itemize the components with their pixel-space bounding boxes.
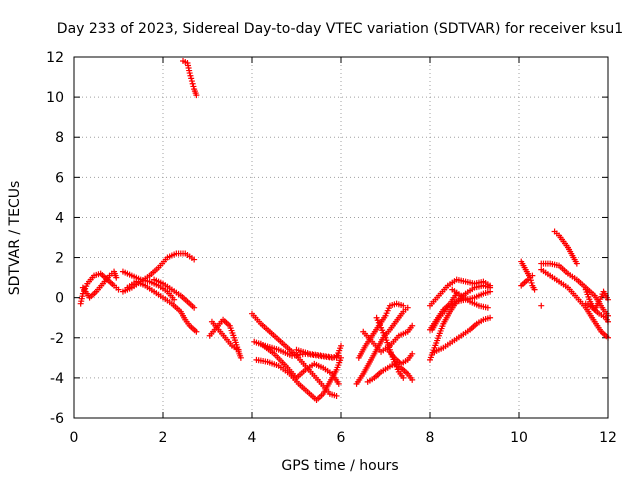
series-arc-9 — [208, 318, 242, 353]
data-point-marker — [333, 392, 340, 399]
x-tick-label: 0 — [70, 430, 79, 446]
series-arc-26 — [427, 290, 460, 333]
y-tick-label: 2 — [55, 251, 64, 267]
data-point-marker — [409, 376, 416, 383]
data-point-marker — [335, 380, 342, 387]
series-arc-31 — [538, 266, 611, 341]
series-arc-20 — [384, 346, 416, 367]
y-tick-label: 6 — [55, 170, 64, 186]
data-point-marker — [187, 72, 194, 79]
series-arc-7 — [180, 58, 200, 99]
data-point-marker — [191, 304, 198, 311]
data-point-marker — [484, 304, 491, 311]
series-arc-30 — [538, 260, 611, 319]
y-tick-label: -4 — [50, 371, 64, 387]
series-arc-34 — [582, 300, 611, 325]
series-arc-28 — [518, 272, 536, 289]
y-tick-label: -2 — [50, 331, 64, 347]
data-point-marker — [193, 92, 200, 99]
y-tick-label: 10 — [46, 90, 64, 106]
data-point-marker — [191, 256, 198, 263]
y-tick-labels: -6 -4 -2 0 2 4 6 8 10 12 — [46, 50, 64, 427]
data-point-marker — [453, 290, 460, 297]
data-point-marker — [237, 354, 244, 361]
data-point-marker — [487, 314, 494, 321]
series-arc-22 — [427, 276, 494, 309]
data-point-marker — [188, 75, 195, 82]
series-arc-5 — [124, 278, 200, 335]
y-axis-label: SDTVAR / TECUs — [7, 181, 23, 296]
data-point-marker — [338, 342, 344, 349]
data-point-marker — [186, 70, 193, 77]
chart-title: Day 233 of 2023, Sidereal Day-to-day VTE… — [57, 21, 623, 37]
series-arc-29 — [538, 302, 545, 309]
data-point-marker — [400, 374, 407, 381]
series-arc-14 — [293, 342, 344, 361]
data-point-marker — [531, 286, 538, 293]
y-tick-label: 0 — [55, 291, 64, 307]
data-point-marker — [384, 346, 391, 353]
data-point-marker — [527, 277, 534, 284]
data-point-marker — [235, 346, 242, 353]
x-tick-label: 8 — [426, 430, 435, 446]
x-tick-label: 4 — [248, 430, 257, 446]
x-tick-label: 2 — [159, 430, 168, 446]
data-point-marker — [171, 296, 178, 303]
series-arc-19 — [360, 322, 416, 355]
data-point-marker — [188, 78, 195, 85]
y-tick-label: 12 — [46, 50, 64, 66]
series-arc-12 — [253, 354, 344, 403]
data-marks — [77, 58, 611, 403]
x-tick-label: 6 — [337, 430, 346, 446]
data-point-marker — [115, 286, 122, 293]
data-point-marker — [400, 302, 407, 309]
series-arc-2 — [79, 268, 120, 301]
data-point-marker — [409, 322, 416, 329]
data-point-marker — [193, 328, 200, 335]
y-tick-label: -6 — [50, 411, 64, 427]
series-arc-24 — [431, 314, 494, 355]
data-point-marker — [529, 272, 536, 279]
x-tick-label: 12 — [599, 430, 617, 446]
plot-frame — [73, 56, 609, 419]
series-arc-32 — [551, 228, 580, 267]
data-point-marker — [404, 304, 411, 311]
series-arc-13 — [257, 340, 342, 387]
data-point-marker — [487, 282, 494, 289]
data-point-marker — [487, 288, 494, 295]
x-axis-label: GPS time / hours — [281, 458, 398, 474]
data-point-marker — [189, 80, 196, 87]
x-tick-labels: 0 2 4 6 8 10 12 — [70, 430, 617, 446]
series-arc-6 — [151, 276, 198, 311]
y-tick-label: 8 — [55, 130, 64, 146]
data-point-marker — [190, 83, 197, 90]
y-tick-label: 4 — [55, 210, 64, 226]
grid-layer — [74, 57, 608, 418]
data-point-marker — [538, 302, 545, 309]
data-point-marker — [528, 279, 535, 286]
x-tick-label: 10 — [510, 430, 528, 446]
data-point-marker — [573, 260, 580, 267]
data-point-marker — [113, 274, 120, 281]
